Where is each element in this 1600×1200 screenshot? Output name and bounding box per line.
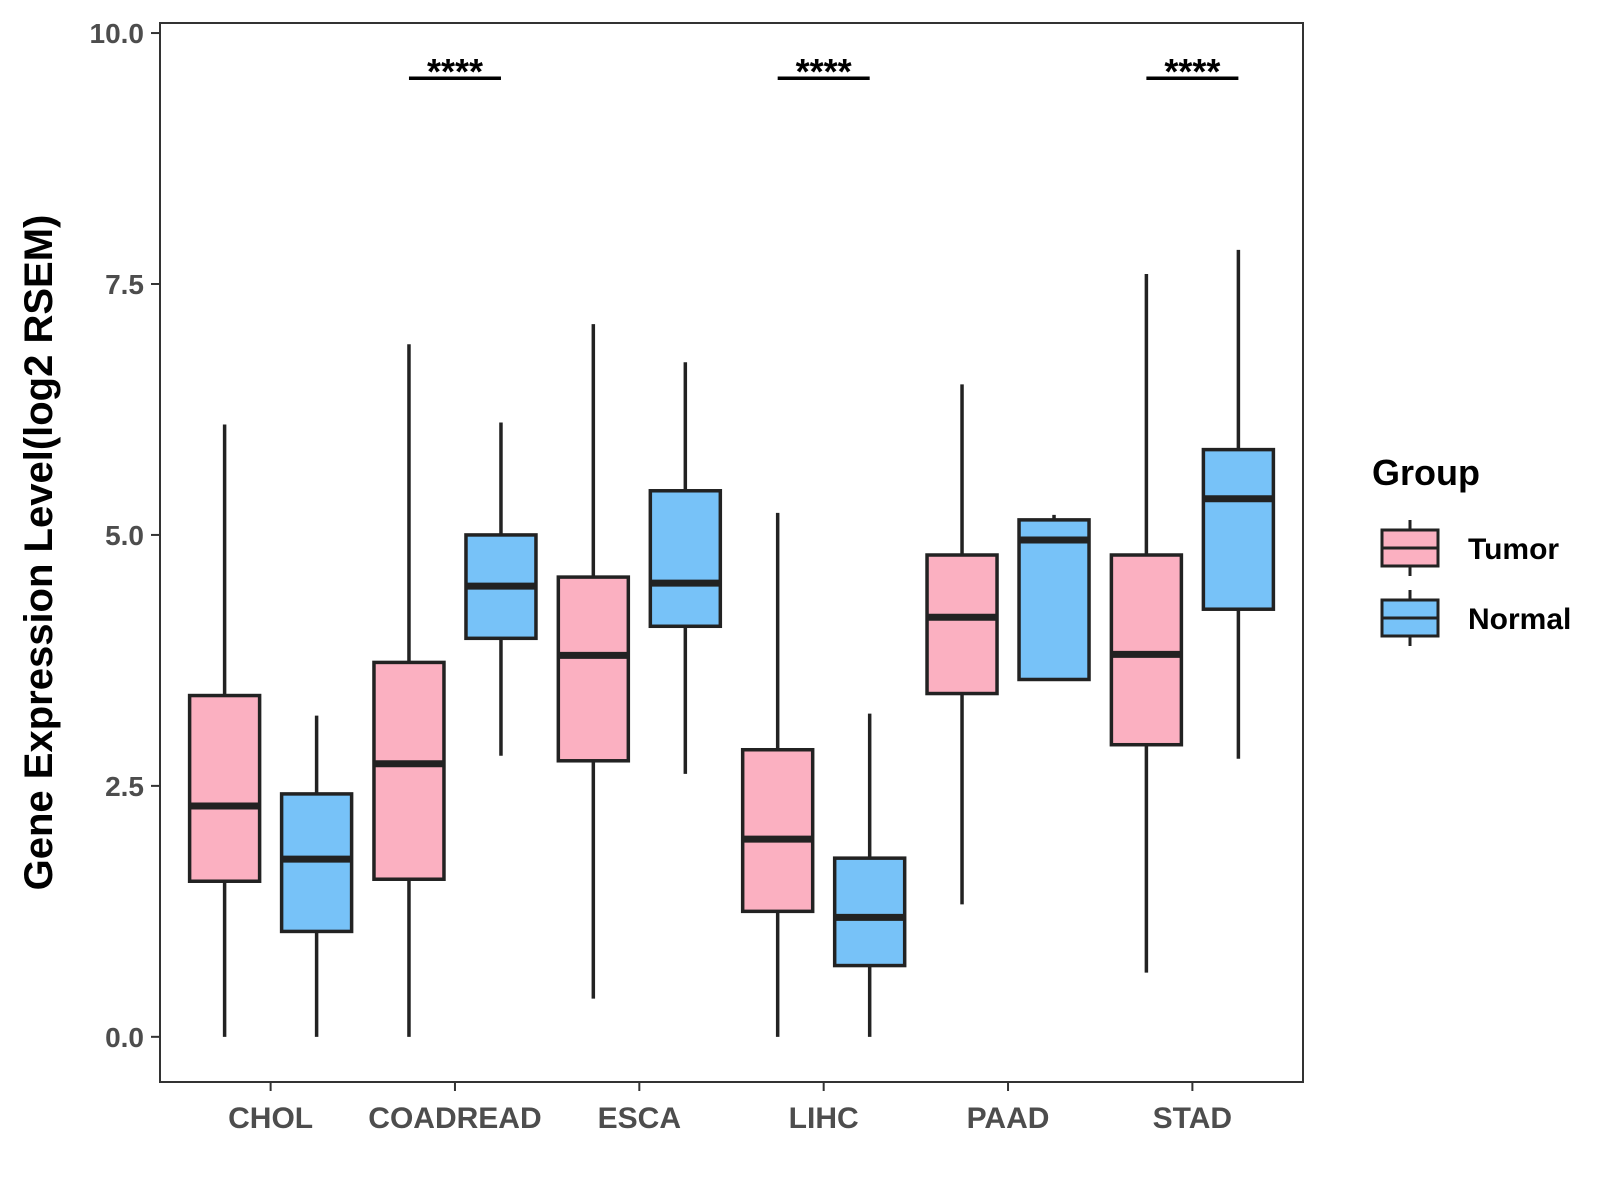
- y-tick-label: 2.5: [105, 771, 144, 802]
- panel-border: [159, 22, 1304, 1083]
- box-normal-esca: [648, 362, 723, 774]
- significance-label: ****: [427, 51, 483, 92]
- plot-boxes: [187, 249, 1276, 1037]
- box-body: [556, 575, 631, 763]
- box-normal-stad: [1201, 249, 1276, 759]
- box-body: [1201, 447, 1276, 611]
- box-normal-lihc: [832, 713, 907, 1037]
- box-tumor-chol: [187, 424, 262, 1037]
- legend-item-normal: Normal: [1380, 590, 1571, 646]
- y-tick-label: 10.0: [90, 18, 145, 49]
- y-tick-label: 7.5: [105, 269, 144, 300]
- significance-stad: ****: [1146, 51, 1239, 92]
- legend-label: Tumor: [1468, 533, 1559, 566]
- legend-item-tumor: Tumor: [1380, 520, 1559, 576]
- significance-lihc: ****: [777, 51, 870, 92]
- y-tick-label: 0.0: [105, 1022, 144, 1053]
- x-axis: CHOL COADREAD ESCA LIHC PAAD STAD: [228, 1082, 1232, 1135]
- x-tick-label: PAAD: [967, 1102, 1050, 1135]
- box-body: [187, 693, 262, 883]
- box-tumor-lihc: [740, 512, 815, 1037]
- legend: Group Tumor Normal: [1372, 452, 1571, 646]
- significance-label: ****: [1164, 51, 1220, 92]
- box-tumor-esca: [556, 324, 631, 999]
- box-normal-paad: [1017, 514, 1091, 682]
- x-tick-label: CHOL: [228, 1102, 313, 1135]
- x-tick-label: COADREAD: [368, 1102, 541, 1135]
- box-tumor-stad: [1109, 273, 1184, 973]
- box-body: [832, 856, 907, 968]
- box-body: [740, 747, 815, 914]
- x-tick-label: STAD: [1153, 1102, 1232, 1135]
- box-body: [1109, 553, 1184, 747]
- box-body: [1017, 518, 1091, 682]
- box-body: [925, 553, 999, 696]
- y-axis-title: Gene Expression Level(log2 RSEM): [17, 215, 61, 891]
- significance-layer: **** **** ****: [408, 51, 1239, 92]
- significance-coadread: ****: [408, 51, 501, 92]
- box-body: [279, 792, 354, 934]
- box-tumor-paad: [925, 384, 999, 905]
- legend-label: Normal: [1468, 603, 1571, 636]
- significance-label: ****: [796, 51, 852, 92]
- box-body: [648, 489, 723, 629]
- x-tick-label: ESCA: [598, 1102, 681, 1135]
- box-body: [372, 660, 446, 881]
- legend-title: Group: [1372, 452, 1480, 493]
- box-normal-chol: [279, 715, 354, 1037]
- box-tumor-coadread: [372, 344, 446, 1037]
- y-axis: 0.0 2.5 5.0 7.5 10.0: [90, 18, 160, 1053]
- y-tick-label: 5.0: [105, 520, 144, 551]
- box-normal-coadread: [464, 422, 538, 756]
- x-tick-label: LIHC: [789, 1102, 859, 1135]
